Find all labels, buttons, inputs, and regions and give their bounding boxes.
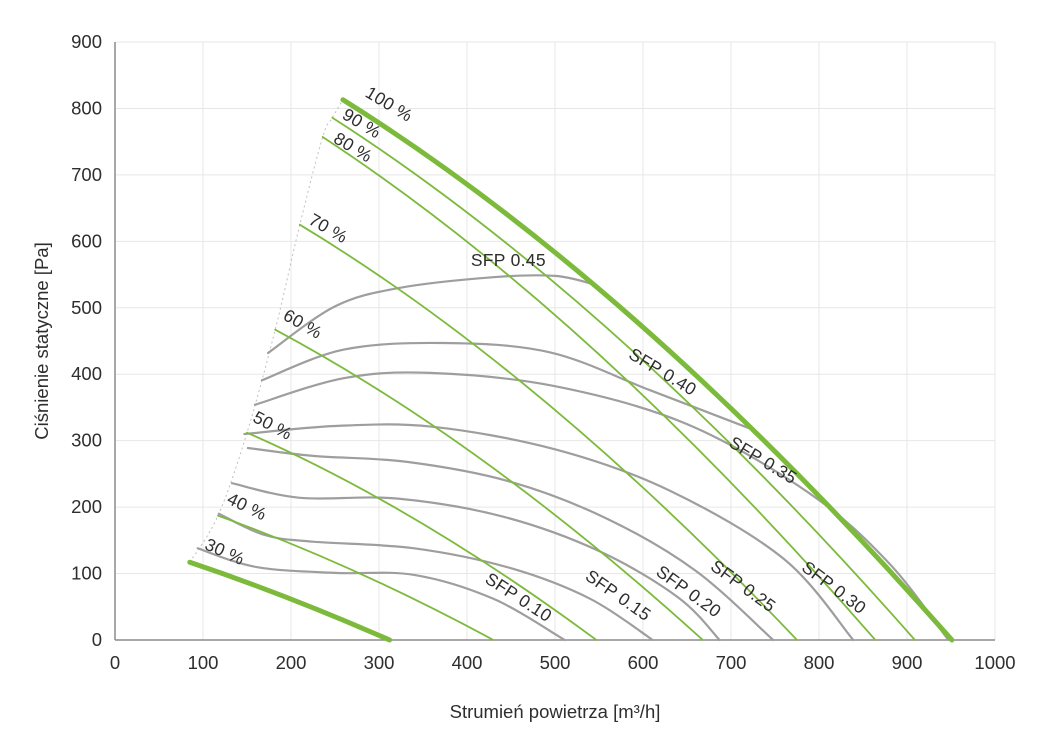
operating-envelope-boundary (189, 99, 344, 563)
curve-labels: 30 %40 %50 %60 %70 %80 %90 %100 %SFP 0.1… (202, 82, 870, 626)
sfp-curve-sfp-0.35 (253, 371, 950, 642)
x-tick-label: 0 (110, 652, 120, 673)
x-tick-label: 400 (452, 652, 483, 673)
sfp-curve-label: SFP 0.45 (471, 250, 546, 270)
sfp-curve-label: SFP 0.30 (798, 557, 870, 618)
sfp-curves (196, 274, 950, 642)
sfp-curve-sfp-0.10 (196, 547, 566, 642)
y-tick-label: 400 (71, 363, 102, 384)
speed-curve-label: 50 % (250, 407, 296, 444)
x-tick-label: 500 (540, 652, 571, 673)
speed-curve-40-% (217, 514, 495, 641)
fan-speed-curves (187, 97, 955, 643)
sfp-curve-sfp-0.25 (246, 446, 775, 642)
axis-lines (114, 42, 995, 641)
speed-curve-label: 60 % (280, 305, 326, 343)
y-tick-label: 800 (71, 97, 102, 118)
sfp-curve-sfp-0.40 (260, 341, 752, 430)
x-tick-label: 600 (628, 652, 659, 673)
sfp-curve-sfp-0.45 (267, 274, 596, 355)
y-tick-label: 200 (71, 496, 102, 517)
x-tick-label: 100 (188, 652, 219, 673)
speed-curve-90-% (331, 116, 916, 641)
y-tick-label: 100 (71, 563, 102, 584)
sfp-curve-label: SFP 0.10 (482, 568, 556, 626)
tick-labels: 0 100 200 300 400 500 600 700 800 900 1000 0 100 200 3… (71, 31, 1015, 673)
x-tick-label: 1000 (974, 652, 1015, 673)
speed-curve-60-% (274, 328, 704, 641)
x-tick-label: 300 (364, 652, 395, 673)
x-tick-label: 700 (716, 652, 747, 673)
sfp-curve-sfp-0.20 (230, 482, 721, 642)
speed-curve-30-% (187, 559, 393, 643)
y-tick-label: 300 (71, 430, 102, 451)
sfp-curve-sfp-0.30 (243, 423, 855, 642)
x-tick-label: 200 (276, 652, 307, 673)
sfp-curve-sfp-0.15 (217, 512, 654, 642)
y-tick-label: 500 (71, 297, 102, 318)
x-tick-label: 800 (804, 652, 835, 673)
x-tick-label: 900 (892, 652, 923, 673)
speed-curve-100-% (340, 97, 955, 643)
y-tick-label: 700 (71, 164, 102, 185)
y-axis-title: Ciśnienie statyczne [Pa] (31, 242, 52, 439)
speed-curve-50-% (246, 431, 598, 641)
speed-curve-70-% (298, 223, 798, 641)
y-tick-label: 600 (71, 230, 102, 251)
speed-curve-label: 30 % (202, 534, 248, 569)
y-tick-label: 0 (92, 629, 102, 650)
envelope-boundary-line (189, 99, 344, 563)
y-tick-label: 900 (71, 31, 102, 52)
x-axis-title: Strumień powietrza [m³/h] (450, 701, 661, 722)
speed-curve-80-% (321, 136, 877, 641)
